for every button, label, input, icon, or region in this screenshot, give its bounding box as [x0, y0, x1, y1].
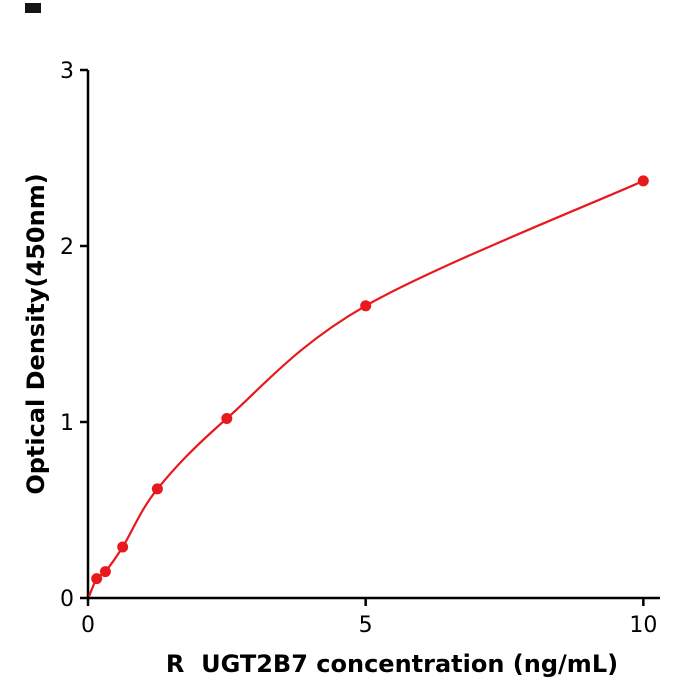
- data-point-marker: [91, 573, 103, 585]
- data-point-marker: [637, 175, 649, 187]
- x-tick-label: 5: [359, 613, 373, 638]
- data-point-marker: [151, 483, 163, 495]
- y-axis-title: Optical Density(450nm): [22, 173, 50, 494]
- y-tick-label: 2: [60, 235, 74, 260]
- x-axis-title: R UGT2B7 concentration (ng/mL): [166, 650, 618, 678]
- data-point-marker: [360, 300, 372, 312]
- standard-curve-line: [88, 179, 644, 597]
- data-point-marker: [221, 413, 233, 424]
- data-point-marker: [117, 541, 129, 553]
- data-point-marker: [99, 566, 111, 578]
- x-tick-label: 0: [81, 613, 95, 638]
- plot-area: 0 5 10 0 1 2 3: [60, 59, 660, 638]
- y-tick-label: 0: [60, 587, 74, 612]
- y-tick-label: 1: [60, 411, 74, 436]
- x-tick-label: 10: [629, 613, 657, 638]
- y-tick-label: 3: [60, 59, 74, 84]
- corner-mark: [25, 3, 41, 13]
